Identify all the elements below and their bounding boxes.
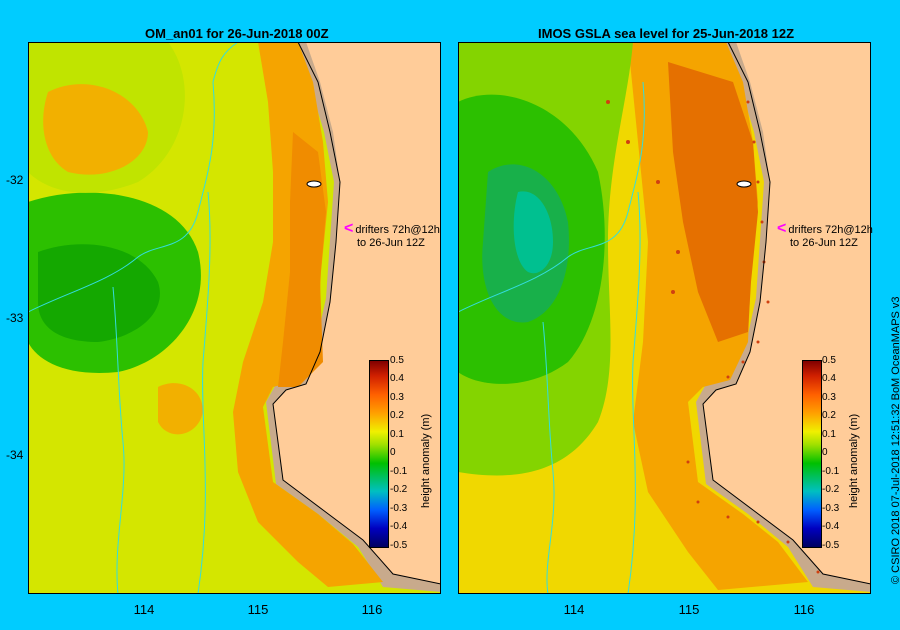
map-frame [458, 42, 871, 594]
drifter-marker [756, 340, 760, 344]
drifter-marker [726, 515, 730, 519]
drifter-marker [676, 250, 680, 254]
drifter-track [458, 81, 645, 313]
lon-tick-label: 115 [678, 602, 700, 617]
left-map-panel[interactable] [28, 42, 441, 594]
strongest-negative-core [513, 191, 553, 274]
colorbar-tick: 0.5 [390, 355, 404, 366]
coastline [702, 42, 871, 585]
drifter-arrow-icon: < [777, 220, 787, 237]
colorbar-tick: 0.3 [822, 392, 836, 403]
drifter-marker [656, 180, 660, 184]
lon-tick-label: 116 [793, 602, 815, 617]
positive-anomaly-patch [43, 84, 148, 175]
colorbar-tick: -0.1 [390, 466, 408, 477]
map-frame [28, 42, 441, 594]
drifter-markers [606, 100, 820, 574]
colorbar-tick: -0.5 [390, 540, 408, 551]
drifter-marker [626, 140, 630, 144]
rottnest-island [306, 180, 322, 188]
left-map-canvas [28, 42, 441, 594]
drifter-marker [756, 180, 760, 184]
drifter-track [112, 286, 125, 594]
left-map-title: OM_an01 for 26-Jun-2018 00Z [145, 26, 329, 41]
colorbar-tick: 0 [822, 447, 828, 458]
lon-tick-label: 114 [133, 602, 155, 617]
colorbar-tick: 0.1 [390, 429, 404, 440]
drifter-arrow-icon: < [344, 220, 354, 237]
drifter-marker [741, 360, 745, 364]
drifter-marker [696, 500, 700, 504]
colorbar-tick: 0 [390, 447, 396, 458]
drifter-annotation: < drifters 72h@12h to 26-Jun 12Z [344, 220, 440, 250]
positive-anomaly-patch-2 [158, 383, 203, 435]
colorbar-tick: -0.2 [390, 484, 408, 495]
colorbar-tick: 0.5 [822, 355, 836, 366]
credit-text: © CSIRO 2018 07-Jul-2018 12:51:32 BoM Oc… [890, 296, 900, 584]
colorbar-tick: 0.4 [390, 373, 404, 384]
drifter-track [627, 191, 641, 594]
colorbar-tick: -0.2 [822, 484, 840, 495]
lon-tick-label: 114 [563, 602, 585, 617]
coastline [272, 42, 441, 585]
colorbar-tick: 0.1 [822, 429, 836, 440]
colorbar-label: height anomaly (m) [848, 413, 860, 508]
negative-anomaly-core [38, 244, 160, 342]
rottnest-island [736, 180, 752, 188]
colorbar-tick: -0.3 [822, 503, 840, 514]
colorbar-tick: -0.5 [822, 540, 840, 551]
colorbar-tick: 0.4 [822, 373, 836, 384]
lat-tick-label: -34 [6, 448, 24, 462]
drifter-track [542, 321, 555, 594]
lon-tick-label: 115 [247, 602, 269, 617]
drifter-marker [756, 520, 760, 524]
drifter-marker [686, 460, 690, 464]
lon-tick-label: 116 [361, 602, 383, 617]
drifter-marker [816, 570, 820, 574]
colorbar-tick: 0.3 [390, 392, 404, 403]
colorbar-tick: -0.3 [390, 503, 408, 514]
colorbar-tick: 0.2 [822, 410, 836, 421]
lat-tick-label: -32 [6, 173, 24, 187]
drifter-marker [766, 300, 770, 304]
drifter-marker [606, 100, 610, 104]
colorbar-tick: -0.4 [822, 521, 840, 532]
colorbar [802, 360, 822, 548]
drifter-marker [752, 140, 756, 144]
drifter-annotation: < drifters 72h@12h to 26-Jun 12Z [777, 220, 873, 250]
drifter-marker [760, 220, 764, 224]
colorbar-tick: -0.4 [390, 521, 408, 532]
colorbar-tick: -0.1 [822, 466, 840, 477]
drifter-marker [671, 290, 675, 294]
colorbar-tick: 0.2 [390, 410, 404, 421]
colorbar [369, 360, 389, 548]
colorbar-label: height anomaly (m) [420, 413, 432, 508]
strong-positive-core [668, 62, 758, 342]
drifter-marker [726, 375, 730, 379]
drifter-track [197, 191, 211, 594]
drifter-track [28, 42, 239, 313]
coastal-anomaly-core [278, 132, 326, 387]
lat-tick-label: -33 [6, 311, 24, 325]
drifter-marker [786, 540, 790, 544]
drifter-marker [746, 100, 750, 104]
right-map-title: IMOS GSLA sea level for 25-Jun-2018 12Z [538, 26, 795, 41]
